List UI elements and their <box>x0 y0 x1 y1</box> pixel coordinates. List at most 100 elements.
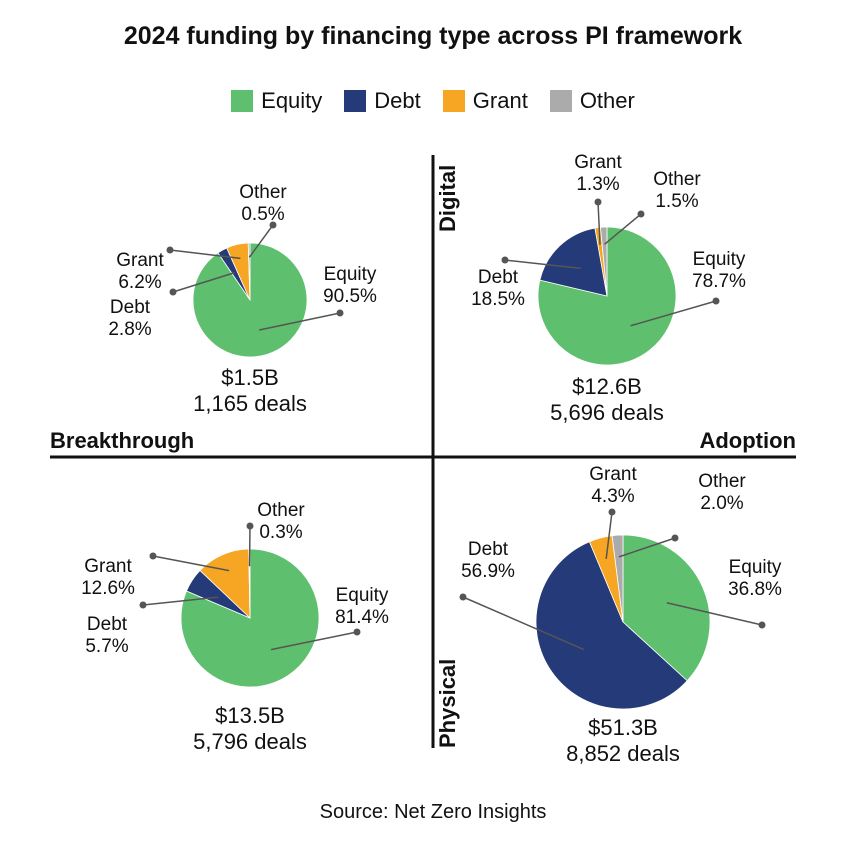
pie-slice-equity <box>622 534 711 682</box>
leader-line-equity <box>666 601 763 626</box>
leader-dot-grant <box>608 508 616 516</box>
pie-deals-label: 8,852 deals <box>566 741 680 766</box>
chart-source: Source: Net Zero Insights <box>319 801 547 823</box>
slice-value-label-debt: 18.5% <box>471 289 525 310</box>
leader-line-equity <box>270 631 358 651</box>
pie-deals-label: 5,696 deals <box>550 400 664 425</box>
pie-slice-debt <box>539 227 608 297</box>
leader-dot-debt <box>459 593 467 601</box>
slice-name-label-debt: Debt <box>110 297 151 318</box>
pie-deals-label: 5,796 deals <box>193 729 307 754</box>
pie-total-label: $13.5B <box>215 703 285 728</box>
slice-name-label-other: Other <box>653 169 701 190</box>
leader-dot-equity <box>758 621 766 629</box>
chart-title: 2024 funding by financing type across PI… <box>123 22 743 50</box>
slice-value-label-equity: 78.7% <box>692 271 746 292</box>
slice-value-label-other: 0.3% <box>259 522 302 543</box>
leader-line-other <box>604 213 642 245</box>
slice-value-label-equity: 36.8% <box>728 579 782 600</box>
pie-slice-equity <box>180 548 320 688</box>
leader-dot-other <box>269 221 277 229</box>
legend-swatch-equity <box>231 90 254 112</box>
leader-dot-other <box>671 534 679 542</box>
axis-label-digital: Digital <box>435 165 460 232</box>
slice-name-label-grant: Grant <box>589 464 637 485</box>
leader-line-other <box>618 537 676 558</box>
axis-label-adoption: Adoption <box>699 428 796 453</box>
slice-value-label-equity: 90.5% <box>323 286 377 307</box>
leader-line-equity <box>630 300 717 327</box>
slice-value-label-other: 2.0% <box>700 493 743 514</box>
leader-dot-debt <box>501 256 509 264</box>
leader-line-debt <box>172 271 235 293</box>
slice-value-label-debt: 5.7% <box>85 636 128 657</box>
leader-line-other <box>248 224 274 258</box>
leader-line-debt <box>504 259 582 270</box>
leader-line-grant <box>597 201 601 245</box>
axis-label-physical: Physical <box>435 659 460 748</box>
slice-name-label-other: Other <box>239 182 287 203</box>
pie-total-label: $51.3B <box>588 715 658 740</box>
legend-item-debt: Debt <box>344 88 421 114</box>
slice-value-label-other: 1.5% <box>655 191 698 212</box>
slice-name-label-debt: Debt <box>478 267 519 288</box>
slice-value-label-grant: 12.6% <box>81 578 135 599</box>
leader-line-grant <box>605 511 613 560</box>
slice-value-label-grant: 1.3% <box>576 174 619 195</box>
slice-name-label-equity: Equity <box>693 249 746 270</box>
legend: Equity Debt Grant Other <box>0 88 866 114</box>
legend-label-equity: Equity <box>261 88 323 113</box>
slice-value-label-other: 0.5% <box>241 204 284 225</box>
slice-name-label-debt: Debt <box>87 614 128 635</box>
leader-dot-other <box>637 210 645 218</box>
leader-dot-grant <box>149 552 157 560</box>
slice-name-label-debt: Debt <box>468 539 509 560</box>
leader-line-debt <box>462 596 585 651</box>
legend-item-other: Other <box>549 88 635 114</box>
leader-line-debt <box>142 596 219 606</box>
slice-name-label-other: Other <box>698 471 746 492</box>
slice-value-label-grant: 6.2% <box>118 272 161 293</box>
slice-name-label-other: Other <box>257 500 305 521</box>
pie-deals-label: 1,165 deals <box>193 391 307 416</box>
leader-dot-equity <box>336 309 344 317</box>
legend-swatch-other <box>549 90 572 112</box>
slice-value-label-debt: 56.9% <box>461 561 515 582</box>
slice-value-label-equity: 81.4% <box>335 607 389 628</box>
leader-line-equity <box>259 312 341 331</box>
pie-total-label: $12.6B <box>572 374 642 399</box>
pie-total-label: $1.5B <box>221 365 279 390</box>
leader-dot-debt <box>139 601 147 609</box>
slice-name-label-grant: Grant <box>116 250 164 271</box>
slice-name-label-equity: Equity <box>324 264 377 285</box>
leader-dot-equity <box>353 628 361 636</box>
legend-label-grant: Grant <box>472 88 528 113</box>
legend-swatch-debt <box>344 90 367 112</box>
legend-item-equity: Equity <box>231 88 322 114</box>
slice-name-label-grant: Grant <box>574 152 622 173</box>
leader-dot-grant <box>594 198 602 206</box>
slice-value-label-debt: 2.8% <box>108 319 151 340</box>
leader-dot-other <box>246 522 254 530</box>
slice-name-label-grant: Grant <box>84 556 132 577</box>
slice-name-label-equity: Equity <box>729 557 782 578</box>
legend-label-debt: Debt <box>374 88 421 113</box>
leader-dot-grant <box>166 246 174 254</box>
legend-label-other: Other <box>579 88 635 113</box>
slice-value-label-grant: 4.3% <box>591 486 634 507</box>
pie-slice-debt <box>535 541 688 710</box>
slice-name-label-equity: Equity <box>336 585 389 606</box>
pie-charts: Equity90.5%Debt2.8%Grant6.2%Other0.5%$1.… <box>81 152 782 766</box>
leader-dot-equity <box>712 297 720 305</box>
leader-line-grant <box>152 555 230 572</box>
axis-label-breakthrough: Breakthrough <box>50 428 194 453</box>
leader-line-grant <box>169 249 241 260</box>
legend-swatch-grant <box>442 90 465 112</box>
leader-dot-debt <box>169 288 177 296</box>
